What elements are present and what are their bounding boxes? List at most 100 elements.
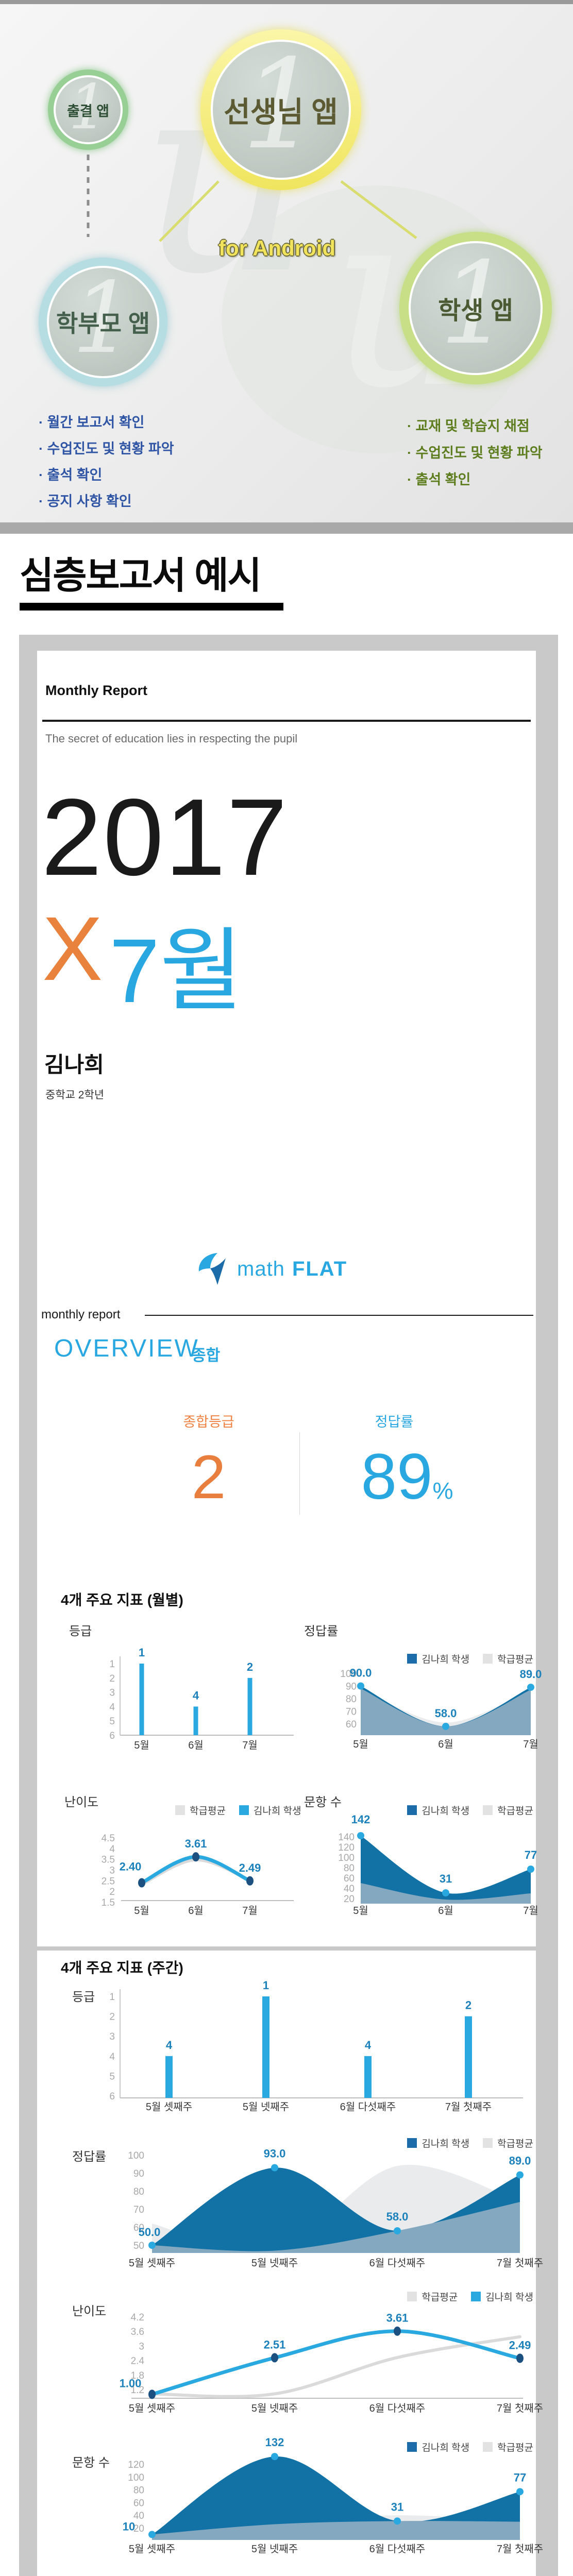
- student-app-label: 학생 앱: [438, 297, 513, 325]
- legend-item: 김나희 학생: [407, 2440, 469, 2454]
- svg-text:89.0: 89.0: [509, 2155, 531, 2167]
- svg-text:4.5: 4.5: [102, 1833, 115, 1844]
- svg-text:7월: 7월: [242, 1739, 258, 1751]
- chart-legend: 김나희 학생 학급평균: [407, 2136, 533, 2150]
- legend-label: 김나희 학생: [422, 1654, 470, 1665]
- chart-legend: 학급평균 김나희 학생: [407, 2290, 533, 2303]
- svg-text:31: 31: [440, 1872, 452, 1885]
- svg-text:1: 1: [139, 1646, 145, 1659]
- svg-text:6: 6: [109, 2091, 115, 2102]
- legend-swatch-icon: [483, 2138, 493, 2148]
- svg-text:5월 셋째주: 5월 셋째주: [129, 2402, 175, 2414]
- svg-text:2.49: 2.49: [239, 1861, 261, 1874]
- legend-label: 김나희 학생: [422, 2443, 470, 2453]
- chart-c-m-diff: 4.5 4 3.5 3 2.5 2 1.5 2.40 3.61 2.49 5월 6월 7월: [67, 1824, 294, 1924]
- svg-text:2: 2: [109, 1673, 115, 1684]
- parent-feature-item: · 출석 확인: [39, 467, 103, 483]
- parent-app-label: 학부모 앱: [56, 310, 150, 337]
- svg-text:6월: 6월: [438, 1738, 453, 1750]
- section-title-monthly: 4개 주요 지표 (월별): [61, 1592, 183, 1608]
- svg-text:1.2: 1.2: [131, 2385, 144, 2396]
- svg-text:1: 1: [109, 1992, 115, 2003]
- chart-c-m-rate: 100 90 80 70 60 90.0 58.0 89.0 5월 6월 7월: [304, 1613, 542, 1752]
- svg-text:70: 70: [346, 1707, 357, 1718]
- chart-c-w-rate: 100 90 80 70 60 50 50.0 93.0 58.0 89.0 5월 셋째주 5월 넷째…: [67, 2133, 543, 2272]
- rate-label: 정답률: [375, 1414, 414, 1430]
- svg-text:100: 100: [128, 2150, 144, 2161]
- svg-text:4.2: 4.2: [131, 2312, 144, 2323]
- svg-text:6월 다섯째주: 6월 다섯째주: [340, 2101, 396, 2113]
- svg-text:58.0: 58.0: [386, 2210, 409, 2223]
- svg-text:7월 첫째주: 7월 첫째주: [445, 2101, 492, 2113]
- chart-c-w-count: 120 100 80 60 40 20 10 132 31 77 5월 셋째주 5월 넷째주 6월 다섯…: [67, 2436, 543, 2555]
- grade-label: 종합등급: [183, 1414, 234, 1430]
- svg-text:58.0: 58.0: [435, 1707, 457, 1720]
- chart-title-m-rate: 정답률: [304, 1624, 339, 1638]
- overview-divider: [299, 1432, 300, 1515]
- svg-text:90: 90: [133, 2168, 144, 2179]
- student-feature-item: · 수업진도 및 현황 파악: [407, 445, 543, 461]
- svg-text:7월 첫째주: 7월 첫째주: [497, 2257, 543, 2269]
- svg-text:2.40: 2.40: [120, 1860, 142, 1873]
- svg-text:5: 5: [109, 1716, 115, 1727]
- svg-text:20: 20: [344, 1894, 355, 1905]
- svg-text:6월: 6월: [188, 1739, 204, 1751]
- logo-flat-text: FLAT: [292, 1257, 348, 1280]
- svg-text:5월 셋째주: 5월 셋째주: [146, 2101, 192, 2113]
- legend-item: 김나희 학생: [471, 2290, 533, 2303]
- svg-text:4: 4: [166, 2039, 173, 2052]
- svg-text:3.61: 3.61: [386, 2312, 409, 2325]
- svg-text:7월: 7월: [523, 1905, 538, 1917]
- mathflat-logo-icon: [198, 1253, 226, 1285]
- svg-text:1: 1: [109, 1659, 115, 1670]
- svg-text:2.4: 2.4: [131, 2356, 145, 2367]
- chart-title-m-diff: 난이도: [64, 1795, 99, 1809]
- student-grade: 중학교 2학년: [45, 1089, 105, 1101]
- legend-swatch-icon: [407, 2138, 417, 2148]
- svg-text:120: 120: [128, 2460, 144, 2470]
- svg-text:4: 4: [109, 2052, 115, 2062]
- student-name: 김나희: [44, 1053, 104, 1077]
- svg-text:6월: 6월: [188, 1905, 204, 1917]
- parent-feature-item: · 공지 사항 확인: [39, 494, 132, 509]
- chart-title-w-grade: 등급: [72, 1990, 95, 2004]
- svg-text:80: 80: [346, 1694, 357, 1705]
- cover-rule: [42, 720, 531, 722]
- student-app-badge: 1 학생 앱: [399, 232, 552, 384]
- svg-text:5월 넷째주: 5월 넷째주: [251, 2402, 298, 2414]
- svg-text:50: 50: [133, 2241, 144, 2251]
- svg-text:3.6: 3.6: [131, 2327, 144, 2337]
- legend-swatch-icon: [483, 1805, 493, 1815]
- chart-title-w-rate: 정답률: [72, 2150, 107, 2164]
- svg-text:80: 80: [133, 2485, 144, 2496]
- svg-text:10: 10: [123, 2520, 135, 2533]
- svg-text:5: 5: [109, 2071, 115, 2082]
- parent-feature-item: · 수업진도 및 현황 파악: [39, 441, 174, 456]
- hero-banner: u u 1 출결 앱 1 선생님 앱 1 학부모 앱: [0, 0, 573, 534]
- legend-label: 학급평균: [190, 1806, 226, 1817]
- bottom-strip: [0, 522, 573, 534]
- hero-connectors: [87, 155, 417, 242]
- svg-text:5월: 5월: [353, 1738, 368, 1750]
- chart-title-m-count: 문항 수: [304, 1795, 342, 1809]
- legend-swatch-icon: [483, 1654, 493, 1664]
- svg-text:120: 120: [338, 1842, 355, 1853]
- svg-text:2.51: 2.51: [264, 2338, 286, 2351]
- overview-small-header: monthly report: [41, 1308, 121, 1321]
- legend-swatch-icon: [471, 2292, 481, 2301]
- grade-value: 2: [191, 1443, 226, 1512]
- title-underline: [20, 603, 283, 611]
- svg-text:20: 20: [133, 2523, 144, 2534]
- svg-text:4: 4: [193, 1689, 199, 1702]
- section-title-weekly: 4개 주요 지표 (주간): [61, 1960, 183, 1976]
- legend-label: 학급평균: [422, 2292, 458, 2303]
- chart-c-m-count: 140 120 100 80 60 40 20 142 31 77 5월 6월 7월: [304, 1798, 538, 1922]
- svg-text:2: 2: [247, 1660, 253, 1673]
- chart-c-m-grade: 1 2 3 4 5 6 1 4 2 5월 6월 7월: [67, 1646, 294, 1762]
- svg-text:5월: 5월: [353, 1905, 368, 1917]
- teacher-app-label: 선생님 앱: [224, 95, 338, 128]
- chart-c-w-diff: 4.2 3.6 3 2.4 1.8 1.2 1.00 2.51 3.61 2.49 5월 셋째주 5월…: [67, 2308, 544, 2414]
- logo-math-text: math: [237, 1257, 285, 1280]
- report-cover-card: Monthly Report The secret of education l…: [37, 651, 536, 1318]
- svg-text:3: 3: [109, 1688, 115, 1699]
